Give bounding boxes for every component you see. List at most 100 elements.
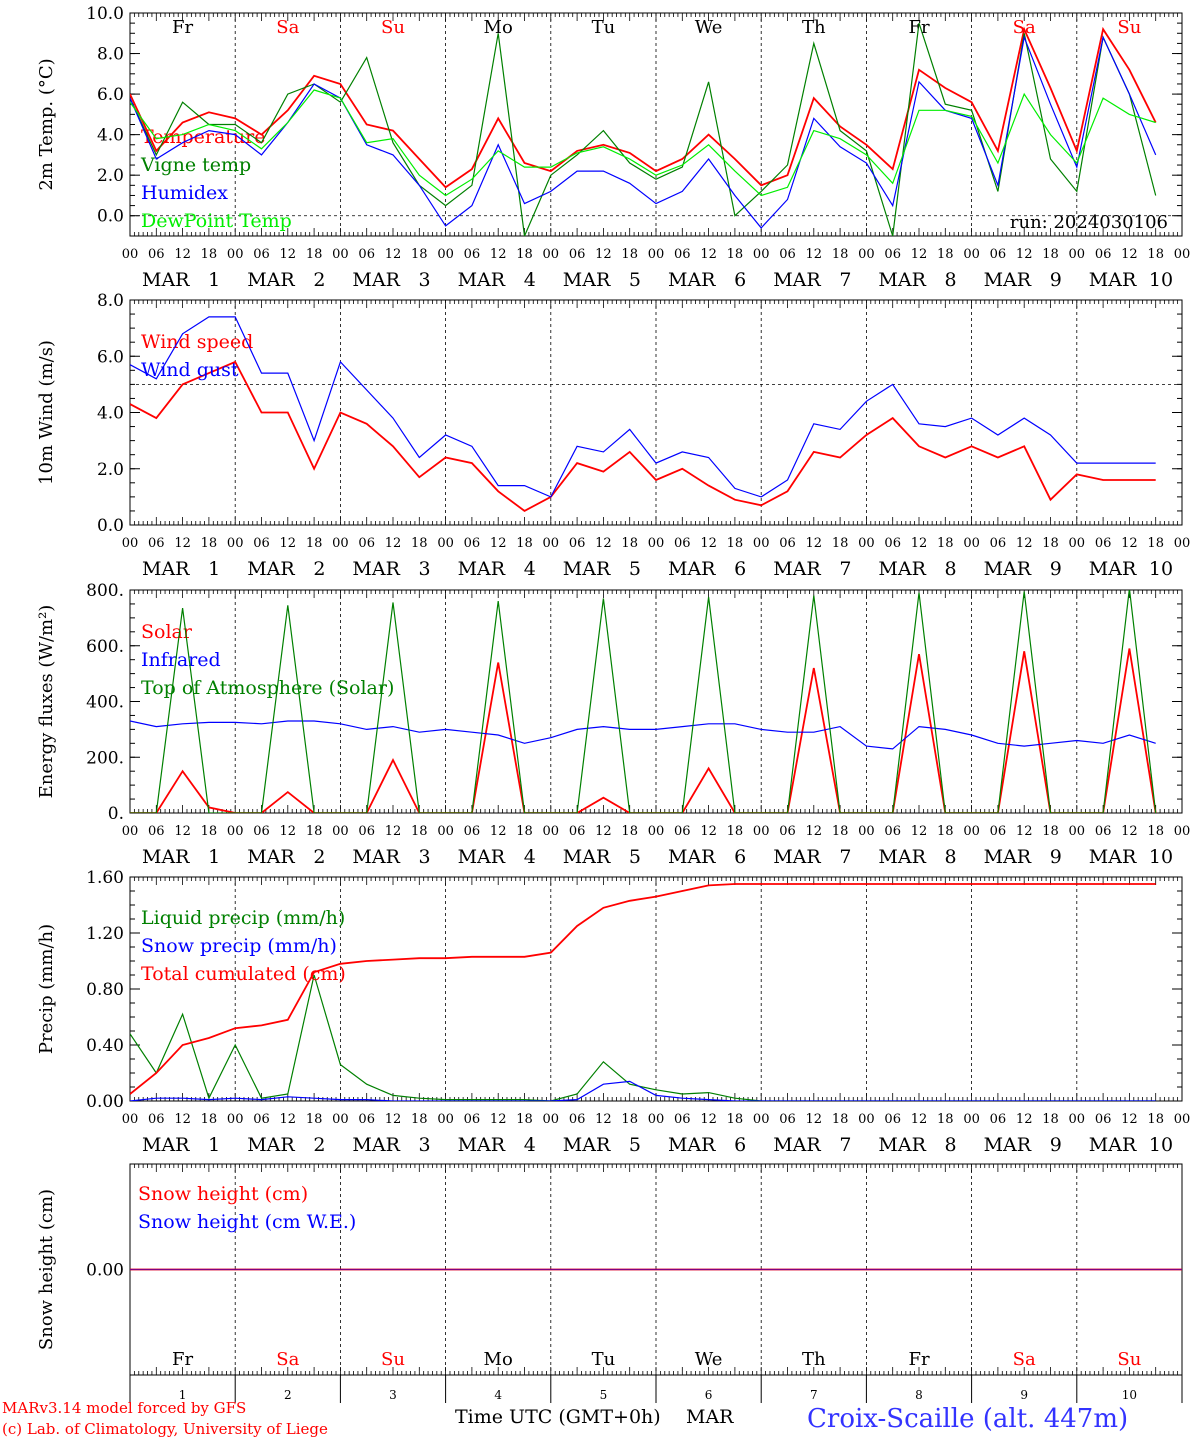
x-hour-label: 06 — [464, 247, 481, 262]
legend-entry: Snow height (cm W.E.) — [138, 1211, 356, 1233]
x-day-number: 5 — [629, 269, 641, 291]
legend-entry: Wind gust — [141, 359, 239, 381]
x-month-label: MAR — [668, 558, 716, 580]
x-hour-label: 00 — [858, 1112, 875, 1127]
x-hour-label: 06 — [884, 247, 901, 262]
x-hour-label: 12 — [595, 824, 612, 839]
x-hour-label: 00 — [122, 824, 139, 839]
x-day-number: 1 — [208, 1134, 220, 1156]
x-month-label: MAR — [458, 558, 506, 580]
x-hour-label: 12 — [174, 1112, 191, 1127]
x-hour-label: 12 — [806, 1112, 823, 1127]
x-hour-label: 00 — [543, 824, 560, 839]
x-day-number: 2 — [313, 269, 325, 291]
x-hour-label: 18 — [727, 824, 744, 839]
x-hour-label: 06 — [358, 824, 375, 839]
x-hour-label: 18 — [621, 536, 638, 551]
x-hour-label: 12 — [280, 247, 297, 262]
day-abbr: Su — [1117, 1349, 1141, 1370]
panel-2: 0.0 2.0 4.0 6.0 8.0 10m Wind (m/s) Wind speed W… — [36, 291, 1190, 580]
x-hour-label: 00 — [437, 536, 454, 551]
x-hour-label: 12 — [700, 824, 717, 839]
x-hour-label: 00 — [858, 247, 875, 262]
x-month-label: MAR — [563, 1134, 611, 1156]
x-hour-label: 18 — [621, 1112, 638, 1127]
day-abbr: Fr — [172, 1349, 193, 1370]
x-month-label: MAR — [1089, 269, 1137, 291]
x-month-label: MAR — [247, 269, 295, 291]
x-hour-label: 18 — [516, 247, 533, 262]
legend-entry: Humidex — [141, 182, 228, 204]
x-day-number: 5 — [629, 846, 641, 868]
x-hour-label: 00 — [648, 1112, 665, 1127]
x-day-number: 10 — [1149, 269, 1173, 291]
x-hour-label: 18 — [1147, 536, 1164, 551]
day-number: 1 — [179, 1388, 187, 1402]
x-hour-label: 18 — [832, 247, 849, 262]
x-month-label: MAR — [142, 558, 190, 580]
x-hour-label: 06 — [253, 1112, 270, 1127]
x-hour-label: 00 — [1069, 824, 1086, 839]
x-hour-label: 06 — [148, 536, 165, 551]
x-hour-label: 12 — [280, 1112, 297, 1127]
x-month-label: MAR — [563, 269, 611, 291]
x-hour-label: 00 — [332, 247, 349, 262]
legend-entry: Infrared — [141, 649, 221, 671]
x-day-number: 1 — [208, 269, 220, 291]
y-axis-label: Energy fluxes (W/m²) — [36, 605, 57, 799]
day-abbr: Su — [381, 17, 405, 38]
x-hour-label: 06 — [569, 824, 586, 839]
x-hour-label: 18 — [832, 1112, 849, 1127]
x-day-number: 8 — [945, 846, 957, 868]
x-month-label: MAR — [668, 1134, 716, 1156]
x-day-number: 4 — [524, 1134, 536, 1156]
series-line-infrared — [130, 720, 1156, 750]
x-hour-label: 12 — [1016, 247, 1033, 262]
x-hour-label: 12 — [700, 1112, 717, 1127]
x-day-number: 10 — [1149, 846, 1173, 868]
x-day-number: 8 — [945, 269, 957, 291]
x-month-label: MAR — [668, 846, 716, 868]
x-hour-label: 18 — [306, 536, 323, 551]
y-tick-label: 2.0 — [97, 166, 124, 186]
x-hour-label: 18 — [411, 824, 428, 839]
x-hour-label: 00 — [437, 1112, 454, 1127]
x-day-number: 7 — [839, 1134, 851, 1156]
x-axis-month: MAR — [686, 1406, 734, 1428]
x-day-number: 9 — [1050, 1134, 1062, 1156]
x-day-number: 2 — [313, 846, 325, 868]
lab-credit: (c) Lab. of Climatology, University of L… — [2, 1420, 328, 1438]
x-hour-label: 06 — [990, 1112, 1007, 1127]
y-tick-label: 0.00 — [86, 1261, 124, 1281]
x-hour-label: 00 — [227, 824, 244, 839]
x-hour-label: 12 — [806, 824, 823, 839]
x-hour-label: 00 — [1069, 247, 1086, 262]
y-tick-label: 0.80 — [86, 980, 124, 1000]
series-line-top-of-atmosphere-solar- — [130, 590, 1157, 813]
series-line-total-cumulated-cm- — [130, 883, 1156, 1095]
y-tick-label: 0.0 — [97, 516, 124, 536]
x-hour-label: 06 — [884, 1112, 901, 1127]
x-hour-label: 18 — [201, 536, 218, 551]
x-hour-label: 18 — [621, 824, 638, 839]
day-abbr: We — [695, 1349, 723, 1370]
x-hour-label: 00 — [963, 1112, 980, 1127]
y-tick-label: 200. — [86, 748, 124, 768]
x-month-label: MAR — [773, 558, 821, 580]
x-hour-label: 18 — [516, 824, 533, 839]
x-hour-label: 06 — [779, 824, 796, 839]
y-axis-label: Snow height (cm) — [36, 1189, 57, 1350]
panel-1: 0.0 2.0 4.0 6.0 8.0 10.0 2m Temp. (°C) Temperat… — [36, 4, 1190, 291]
x-day-number: 10 — [1149, 558, 1173, 580]
x-hour-label: 12 — [911, 824, 928, 839]
x-hour-label: 06 — [674, 824, 691, 839]
day-number: 3 — [389, 1388, 397, 1402]
x-hour-label: 00 — [332, 1112, 349, 1127]
x-month-label: MAR — [142, 269, 190, 291]
x-day-number: 4 — [524, 558, 536, 580]
x-day-number: 9 — [1050, 269, 1062, 291]
x-hour-label: 12 — [911, 1112, 928, 1127]
x-hour-label: 12 — [490, 1112, 507, 1127]
x-hour-label: 18 — [937, 1112, 954, 1127]
x-hour-label: 18 — [1147, 1112, 1164, 1127]
